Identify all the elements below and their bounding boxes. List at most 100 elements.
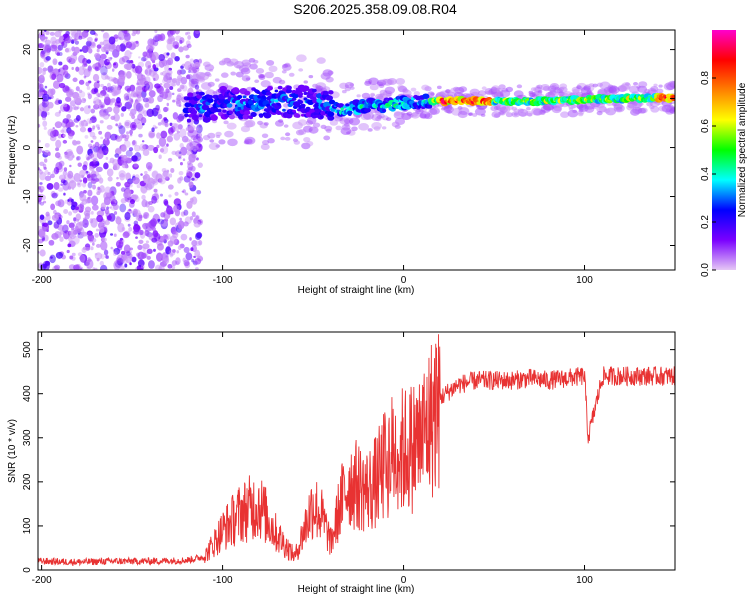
heatmap-cell xyxy=(75,66,80,72)
spectrogram-y-ticks: -20 -10 0 10 20 xyxy=(22,44,675,253)
heatmap-cell xyxy=(39,201,45,206)
heatmap-cell xyxy=(164,234,169,240)
heatmap-cell xyxy=(153,77,156,82)
heatmap-cell xyxy=(284,96,289,100)
heatmap-cell xyxy=(260,143,270,151)
heatmap-cell xyxy=(255,67,265,74)
heatmap-cell xyxy=(165,246,172,255)
heatmap-cell xyxy=(134,65,143,74)
heatmap-cell xyxy=(203,61,211,68)
heatmap-cell xyxy=(260,80,271,88)
heatmap-cell xyxy=(87,36,93,43)
heatmap-cell xyxy=(73,221,77,224)
heatmap-cell xyxy=(66,249,70,254)
heatmap-cell xyxy=(253,59,259,64)
heatmap-cell xyxy=(129,84,136,92)
heatmap-cell xyxy=(73,217,77,222)
heatmap-cell xyxy=(85,122,89,127)
heatmap-cell xyxy=(187,124,196,131)
heatmap-cell xyxy=(89,153,95,158)
y-tick-label: -10 xyxy=(22,189,33,204)
heatmap-cell xyxy=(635,109,641,114)
heatmap-cell xyxy=(64,73,71,79)
heatmap-cell xyxy=(127,223,131,227)
heatmap-cell xyxy=(62,134,66,137)
heatmap-cell xyxy=(106,124,113,130)
heatmap-cell xyxy=(41,93,50,102)
y-tick-label: 0 xyxy=(22,567,33,573)
heatmap-cell xyxy=(118,125,126,135)
heatmap-cell xyxy=(578,108,584,113)
heatmap-cell xyxy=(170,167,175,173)
spectrogram-x-label: Height of straight line (km) xyxy=(298,285,415,296)
heatmap-cell xyxy=(53,60,57,64)
heatmap-cell xyxy=(184,192,189,196)
heatmap-cell xyxy=(182,158,186,162)
heatmap-cell xyxy=(311,126,316,130)
heatmap-cell xyxy=(38,186,42,190)
heatmap-cell xyxy=(180,211,186,217)
heatmap-cell xyxy=(140,56,147,62)
heatmap-cell xyxy=(76,140,81,145)
heatmap-cell xyxy=(599,81,611,90)
heatmap-cell xyxy=(215,144,221,148)
heatmap-cell xyxy=(141,194,146,200)
heatmap-cell xyxy=(184,102,191,108)
snr-frame xyxy=(37,331,676,571)
heatmap-cell xyxy=(95,124,100,128)
heatmap-cell xyxy=(44,44,51,53)
heatmap-cell xyxy=(113,34,119,39)
heatmap-cell xyxy=(100,65,108,76)
heatmap-cell xyxy=(240,67,251,75)
heatmap-cell xyxy=(82,218,89,228)
heatmap-cell xyxy=(329,119,339,126)
y-tick-label: 10 xyxy=(22,93,33,105)
heatmap-cell xyxy=(74,206,79,211)
x-tick-label: -100 xyxy=(213,275,233,286)
heatmap-cell xyxy=(79,169,86,177)
heatmap-cell xyxy=(298,128,307,135)
heatmap-cell xyxy=(62,118,69,124)
heatmap-cell xyxy=(99,112,106,118)
heatmap-cell xyxy=(160,220,168,227)
heatmap-cell xyxy=(152,36,160,43)
heatmap-cell xyxy=(113,105,120,115)
heatmap-cell xyxy=(76,155,81,161)
heatmap-cell xyxy=(42,70,46,75)
heatmap-cell xyxy=(105,150,109,154)
heatmap-cell xyxy=(52,265,60,270)
heatmap-cell xyxy=(126,59,131,64)
heatmap-cell xyxy=(228,114,236,120)
heatmap-cell xyxy=(42,102,48,108)
heatmap-cell xyxy=(143,80,149,86)
heatmap-cell xyxy=(194,118,199,122)
heatmap-cell xyxy=(243,90,251,96)
heatmap-cell xyxy=(88,119,93,124)
heatmap-cell xyxy=(278,119,284,123)
heatmap-cell xyxy=(474,107,486,116)
heatmap-cell xyxy=(169,217,177,226)
heatmap-cell xyxy=(306,141,314,147)
heatmap-cell xyxy=(186,74,193,79)
heatmap-cell xyxy=(39,249,46,257)
heatmap-cell xyxy=(94,37,98,41)
heatmap-cell xyxy=(38,108,42,117)
heatmap-cell xyxy=(151,170,159,179)
heatmap-cell xyxy=(490,105,499,112)
heatmap-cell xyxy=(60,183,63,186)
heatmap-cell xyxy=(303,91,308,96)
heatmap-cell xyxy=(237,106,242,111)
heatmap-cell xyxy=(38,123,41,128)
heatmap-cell xyxy=(92,73,100,82)
heatmap-cell xyxy=(71,139,77,146)
colorbar-tick-label: 0.4 xyxy=(700,167,711,181)
heatmap-cell xyxy=(172,99,176,103)
heatmap-cell xyxy=(650,85,659,92)
heatmap-cell xyxy=(49,254,56,264)
heatmap-cell xyxy=(174,209,181,217)
heatmap-cell xyxy=(96,48,100,53)
heatmap-cell xyxy=(266,60,275,66)
heatmap-cell xyxy=(125,149,133,157)
heatmap-cell xyxy=(90,195,99,206)
heatmap-cell xyxy=(140,264,145,269)
